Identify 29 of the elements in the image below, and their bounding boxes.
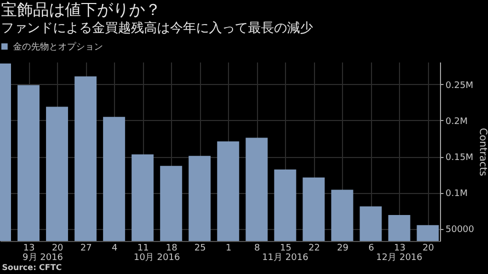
x-tick-label: 29: [336, 244, 349, 254]
x-tick-label: 11: [137, 244, 149, 254]
text: 11月 2016: [262, 253, 309, 263]
x-tick-label: 4: [112, 244, 118, 254]
x-tick-label: 1: [226, 244, 232, 254]
x-tick-label: 25: [194, 244, 206, 254]
text: 12月 2016: [376, 253, 423, 263]
chart-title: 宝飾品は値下がりか？: [1, 0, 161, 19]
legend-label: 金の先物とオプション: [13, 42, 103, 52]
x-tick-label: 8: [254, 244, 260, 254]
y-axis-title: Contracts: [477, 128, 488, 176]
source-note: Source: CFTC: [2, 263, 62, 272]
x-tick-label: 27: [80, 244, 92, 254]
x-tick-label: 20: [422, 244, 434, 254]
y-tick-label: 0.1M: [446, 189, 468, 200]
x-tick-label: 20: [52, 244, 64, 254]
x-tick-label: 13: [23, 244, 35, 254]
x-tick-label: 6: [368, 244, 374, 254]
y-tick-label: 0.2M: [446, 116, 468, 127]
x-tick-label: 18: [166, 244, 178, 254]
x-tick-label: 22: [308, 244, 320, 254]
y-tick-label: 0.25M: [446, 80, 474, 91]
text: 10月 2016: [134, 253, 180, 263]
chart-subtitle: ファンドによる金買越残高は今年に入って最長の減少: [1, 20, 313, 36]
y-tick-label: 0.15M: [446, 153, 474, 164]
y-tick-label: 50000: [446, 225, 474, 236]
x-tick-label: 15: [280, 244, 292, 254]
text: 9月 2016: [22, 253, 64, 263]
x-tick-label: 13: [394, 244, 406, 254]
